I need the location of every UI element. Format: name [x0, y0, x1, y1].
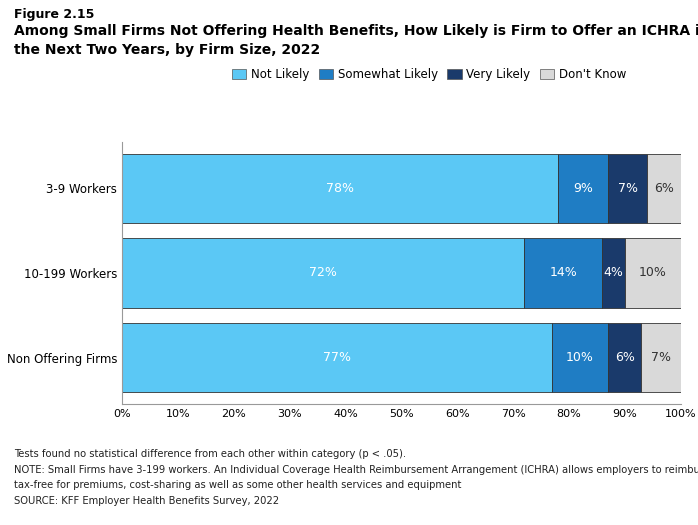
Text: 7%: 7% [651, 351, 671, 364]
Text: Tests found no statistical difference from each other within category (p < .05).: Tests found no statistical difference fr… [14, 449, 406, 459]
Bar [602, 238, 625, 308]
Text: 10%: 10% [639, 267, 667, 279]
Bar [641, 323, 681, 392]
Text: Figure 2.15: Figure 2.15 [14, 8, 94, 21]
Text: NOTE: Small Firms have 3-199 workers. An Individual Coverage Health Reimbursemen: NOTE: Small Firms have 3-199 workers. An… [14, 465, 698, 475]
Text: 10%: 10% [566, 351, 594, 364]
Text: 6%: 6% [615, 351, 634, 364]
Bar [608, 323, 641, 392]
Bar [625, 238, 681, 308]
Bar [608, 154, 647, 223]
Text: SOURCE: KFF Employer Health Benefits Survey, 2022: SOURCE: KFF Employer Health Benefits Sur… [14, 496, 279, 506]
Text: 4%: 4% [604, 267, 623, 279]
Text: 14%: 14% [549, 267, 577, 279]
Bar [524, 238, 602, 308]
Text: 9%: 9% [573, 182, 593, 195]
Bar [552, 323, 608, 392]
Bar [122, 154, 558, 223]
Bar [122, 238, 524, 308]
Text: 78%: 78% [326, 182, 354, 195]
Text: 7%: 7% [618, 182, 637, 195]
Bar [558, 154, 608, 223]
Bar [122, 323, 552, 392]
Legend: Not Likely, Somewhat Likely, Very Likely, Don't Know: Not Likely, Somewhat Likely, Very Likely… [228, 64, 631, 86]
Text: the Next Two Years, by Firm Size, 2022: the Next Two Years, by Firm Size, 2022 [14, 43, 320, 57]
Text: 6%: 6% [654, 182, 674, 195]
Text: tax-free for premiums, cost-sharing as well as some other health services and eq: tax-free for premiums, cost-sharing as w… [14, 480, 461, 490]
Text: 77%: 77% [323, 351, 351, 364]
Bar [647, 154, 681, 223]
Text: Among Small Firms Not Offering Health Benefits, How Likely is Firm to Offer an I: Among Small Firms Not Offering Health Be… [14, 24, 698, 38]
Text: 72%: 72% [309, 267, 337, 279]
